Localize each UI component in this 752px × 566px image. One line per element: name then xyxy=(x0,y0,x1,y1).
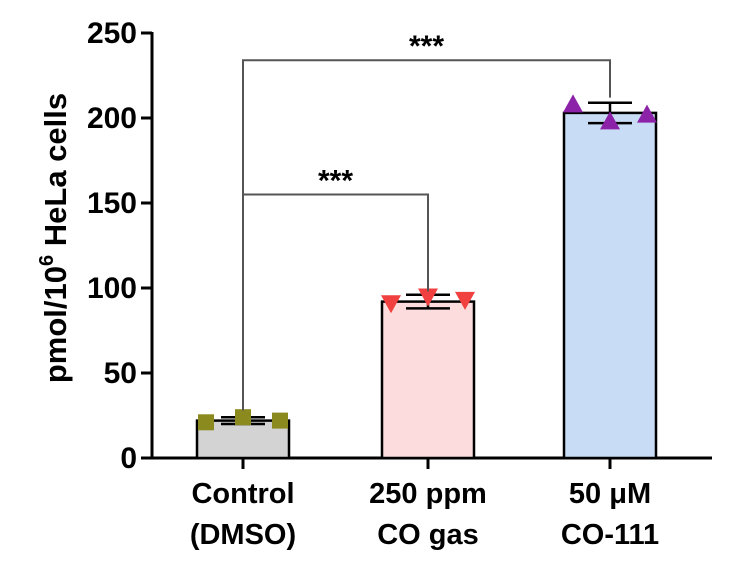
x-category-label-0-line2: (DMSO) xyxy=(190,519,296,551)
x-category-label-2-line1: 50 μM xyxy=(569,478,651,510)
data-point-0-0 xyxy=(198,414,214,431)
x-category-label-1-line1: 250 ppm xyxy=(369,478,487,510)
y-tick-label-5: 250 xyxy=(87,17,137,50)
significance-label-0: *** xyxy=(318,165,353,198)
bar-2 xyxy=(562,111,658,460)
data-point-2-2 xyxy=(637,104,657,123)
significance-bracket-1 xyxy=(242,59,611,411)
data-point-2-0 xyxy=(563,94,583,113)
data-point-1-0 xyxy=(381,295,401,314)
x-category-label-0-line1: Control xyxy=(191,478,294,510)
significance-label-1: *** xyxy=(409,30,444,63)
data-point-0-1 xyxy=(235,409,251,426)
x-category-label-2-line2: CO-111 xyxy=(561,519,659,551)
y-tick-label-1: 50 xyxy=(104,357,137,390)
x-category-label-1-line2: CO gas xyxy=(377,519,479,551)
y-axis-label: pmol/106 HeLa cells xyxy=(36,93,73,383)
bar-1 xyxy=(380,300,476,460)
y-tick-label-2: 100 xyxy=(87,272,137,305)
data-point-1-1 xyxy=(418,288,438,307)
y-axis-label-prefix: pmol/10 xyxy=(38,266,73,383)
y-axis-label-suffix: HeLa cells xyxy=(38,93,73,255)
data-point-0-2 xyxy=(272,412,288,429)
y-axis-label-text: pmol/106 HeLa cells xyxy=(36,93,73,383)
y-tick-label-0: 0 xyxy=(120,442,137,475)
y-axis-label-superscript: 6 xyxy=(36,255,58,266)
data-point-1-2 xyxy=(455,291,475,310)
y-tick-label-4: 200 xyxy=(87,102,137,135)
data-point-2-1 xyxy=(600,111,620,130)
y-tick-label-3: 150 xyxy=(87,187,137,220)
